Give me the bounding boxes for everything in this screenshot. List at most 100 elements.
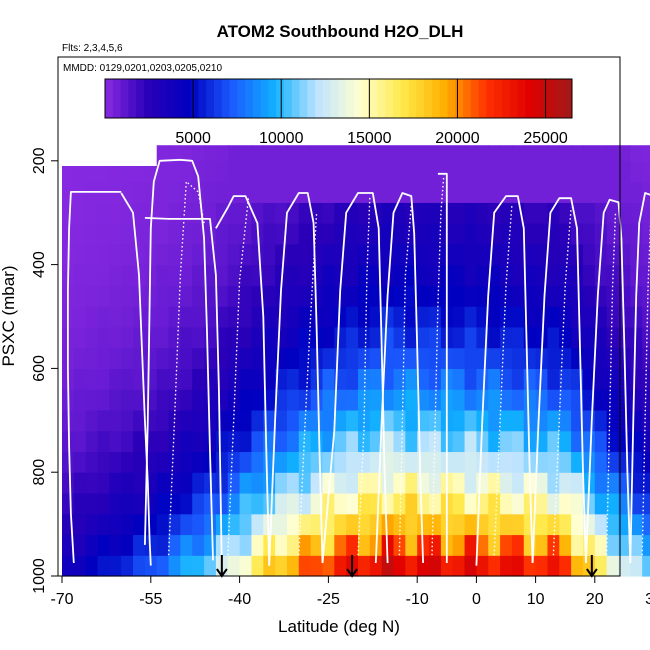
heatmap-cell <box>215 492 229 515</box>
colorbar-segment <box>112 79 122 118</box>
heatmap-cell <box>168 368 181 390</box>
heatmap-cell <box>322 202 335 224</box>
x-tick-label: -40 <box>228 591 251 608</box>
heatmap-cell <box>369 145 383 162</box>
heatmap-cell <box>168 145 181 162</box>
colorbar-segment <box>252 79 262 118</box>
heatmap-cell <box>547 451 560 473</box>
heatmap-cell <box>109 513 122 536</box>
heatmap-cell <box>346 513 359 536</box>
heatmap-cell <box>263 347 276 369</box>
heatmap-cell <box>547 160 560 183</box>
heatmap-cell <box>286 389 300 411</box>
heatmap-cell <box>535 389 549 411</box>
heatmap-cell <box>310 534 324 556</box>
heatmap-cell <box>511 472 525 494</box>
heatmap-cell <box>358 264 371 286</box>
flight-track-dotted <box>167 180 205 556</box>
heatmap-cell <box>594 202 608 224</box>
heatmap-cell <box>571 472 584 494</box>
heatmap-cell <box>334 451 347 473</box>
heatmap-cell <box>133 202 146 224</box>
heatmap-cell <box>594 451 608 473</box>
colorbar-segment <box>245 79 254 118</box>
colorbar-segment <box>564 79 573 118</box>
heatmap-cell <box>547 368 560 390</box>
heatmap-cell <box>346 181 359 203</box>
heatmap-cell <box>251 326 264 349</box>
heatmap-cell <box>239 430 253 453</box>
heatmap-cell <box>298 534 312 556</box>
heatmap-cell <box>156 181 170 203</box>
heatmap-cell <box>618 306 631 328</box>
heatmap-cell <box>582 160 596 183</box>
heatmap-cell <box>97 492 110 515</box>
heatmap-cell <box>393 202 406 224</box>
colorbar-segment <box>182 79 192 118</box>
heatmap-cell <box>322 347 335 369</box>
colorbar-segment <box>190 79 199 118</box>
heatmap-cell <box>594 430 608 453</box>
heatmap-cell <box>358 202 371 224</box>
heatmap-cell <box>298 326 312 349</box>
heatmap-cell <box>334 243 347 266</box>
heatmap-cell <box>144 347 158 369</box>
heatmap-cell <box>215 451 229 473</box>
heatmap-cell <box>547 243 560 266</box>
heatmap-cell <box>263 306 276 328</box>
heatmap-cell <box>251 492 264 515</box>
heatmap-cell <box>488 347 501 369</box>
heatmap-cell <box>227 160 241 183</box>
heatmap-cell <box>346 472 359 494</box>
colorbar-segment <box>463 79 472 118</box>
heatmap-cell <box>239 326 253 349</box>
heatmap-cell <box>97 555 110 577</box>
heatmap-cell <box>133 181 146 203</box>
heatmap-cell <box>227 145 241 162</box>
heatmap-cell <box>452 264 466 286</box>
heatmap-cell <box>275 145 288 162</box>
heatmap-cell <box>73 285 87 307</box>
heatmap-cell <box>642 223 650 245</box>
heatmap-cell <box>393 368 406 390</box>
heatmap-cell <box>346 326 359 349</box>
heatmap-cell <box>642 264 650 286</box>
heatmap-cell <box>452 534 466 556</box>
heatmap-cell <box>511 347 525 369</box>
heatmap-cell <box>511 264 525 286</box>
heatmap-cell <box>452 326 466 349</box>
heatmap-cell <box>393 285 406 307</box>
heatmap-cell <box>405 430 418 453</box>
heatmap-cell <box>511 389 525 411</box>
heatmap-cell <box>369 326 383 349</box>
heatmap-cell <box>192 513 205 536</box>
heatmap-cell <box>97 243 110 266</box>
heatmap-cell <box>369 513 383 536</box>
heatmap-cell <box>630 472 643 494</box>
heatmap-cell <box>144 555 158 577</box>
colorbar-segment <box>330 79 339 118</box>
heatmap-cell <box>642 306 650 328</box>
heatmap-cell <box>511 555 525 577</box>
heatmap-cells <box>62 145 650 577</box>
heatmap-cell <box>227 534 241 556</box>
heatmap-cell <box>358 243 371 266</box>
heatmap-cell <box>559 492 572 515</box>
heatmap-cell <box>571 451 584 473</box>
heatmap-cell <box>393 430 406 453</box>
heatmap-cell <box>251 430 264 453</box>
heatmap-cell <box>227 264 241 286</box>
heatmap-cell <box>121 368 134 390</box>
heatmap-cell <box>547 306 560 328</box>
heatmap-cell <box>523 223 537 245</box>
heatmap-cell <box>535 513 549 536</box>
heatmap-cell <box>109 223 122 245</box>
heatmap-cell <box>133 165 146 183</box>
heatmap-cell <box>464 181 477 203</box>
heatmap-cell <box>547 285 560 307</box>
heatmap-cell <box>109 285 122 307</box>
heatmap-cell <box>523 243 537 266</box>
heatmap-cell <box>109 326 122 349</box>
flight-track-solid <box>67 191 122 564</box>
heatmap-cell <box>286 451 300 473</box>
